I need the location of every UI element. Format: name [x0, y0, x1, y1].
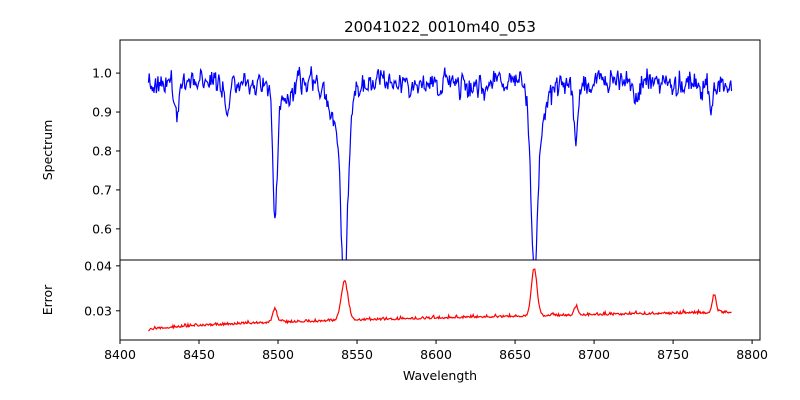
- error-y-tick-label: 0.03: [84, 303, 112, 318]
- x-tick-label: 8750: [657, 347, 689, 362]
- error-plot-area: [120, 260, 760, 340]
- spectrum-y-ticks: 0.6 0.7 0.8 0.9 1.0: [92, 66, 120, 236]
- x-axis-ticks: 8400 8450 8500 8550 8600 8650 8700 8750 8800: [104, 340, 768, 362]
- spectrum-plot-area: [120, 40, 760, 260]
- spectrum-y-tick-label: 1.0: [92, 66, 112, 81]
- x-axis-label: Wavelength: [403, 368, 477, 383]
- spectrum-panel: 0.6 0.7 0.8 0.9 1.0 Spectrum: [40, 39, 761, 296]
- error-y-ticks: 0.03 0.04: [84, 258, 120, 318]
- spectrum-series-line: [147, 66, 733, 296]
- chart-title: 20041022_0010m40_053: [344, 18, 536, 37]
- x-tick-label: 8550: [341, 347, 373, 362]
- x-tick-label: 8800: [736, 347, 768, 362]
- spectrum-y-axis-label: Spectrum: [40, 120, 55, 181]
- x-tick-label: 8600: [420, 347, 452, 362]
- spectrum-y-tick-label: 0.6: [92, 221, 112, 236]
- spectrum-y-tick-label: 0.9: [92, 105, 112, 120]
- error-plot-frame: [119, 259, 761, 341]
- x-tick-label: 8450: [183, 347, 215, 362]
- x-tick-label: 8400: [104, 347, 136, 362]
- error-panel: 0.03 0.04 Error: [40, 258, 761, 341]
- spectrum-y-tick-label: 0.8: [92, 143, 112, 158]
- error-y-axis-label: Error: [40, 284, 55, 315]
- error-series-line: [148, 268, 732, 332]
- x-tick-label: 8650: [499, 347, 531, 362]
- spectrum-y-tick-label: 0.7: [92, 182, 112, 197]
- x-tick-label: 8500: [262, 347, 294, 362]
- x-tick-label: 8700: [578, 347, 610, 362]
- error-y-tick-label: 0.04: [84, 258, 112, 273]
